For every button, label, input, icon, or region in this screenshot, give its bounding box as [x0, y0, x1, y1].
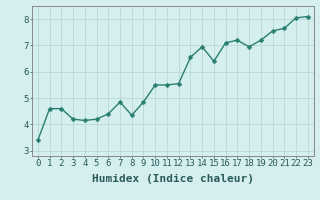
X-axis label: Humidex (Indice chaleur): Humidex (Indice chaleur)	[92, 174, 254, 184]
